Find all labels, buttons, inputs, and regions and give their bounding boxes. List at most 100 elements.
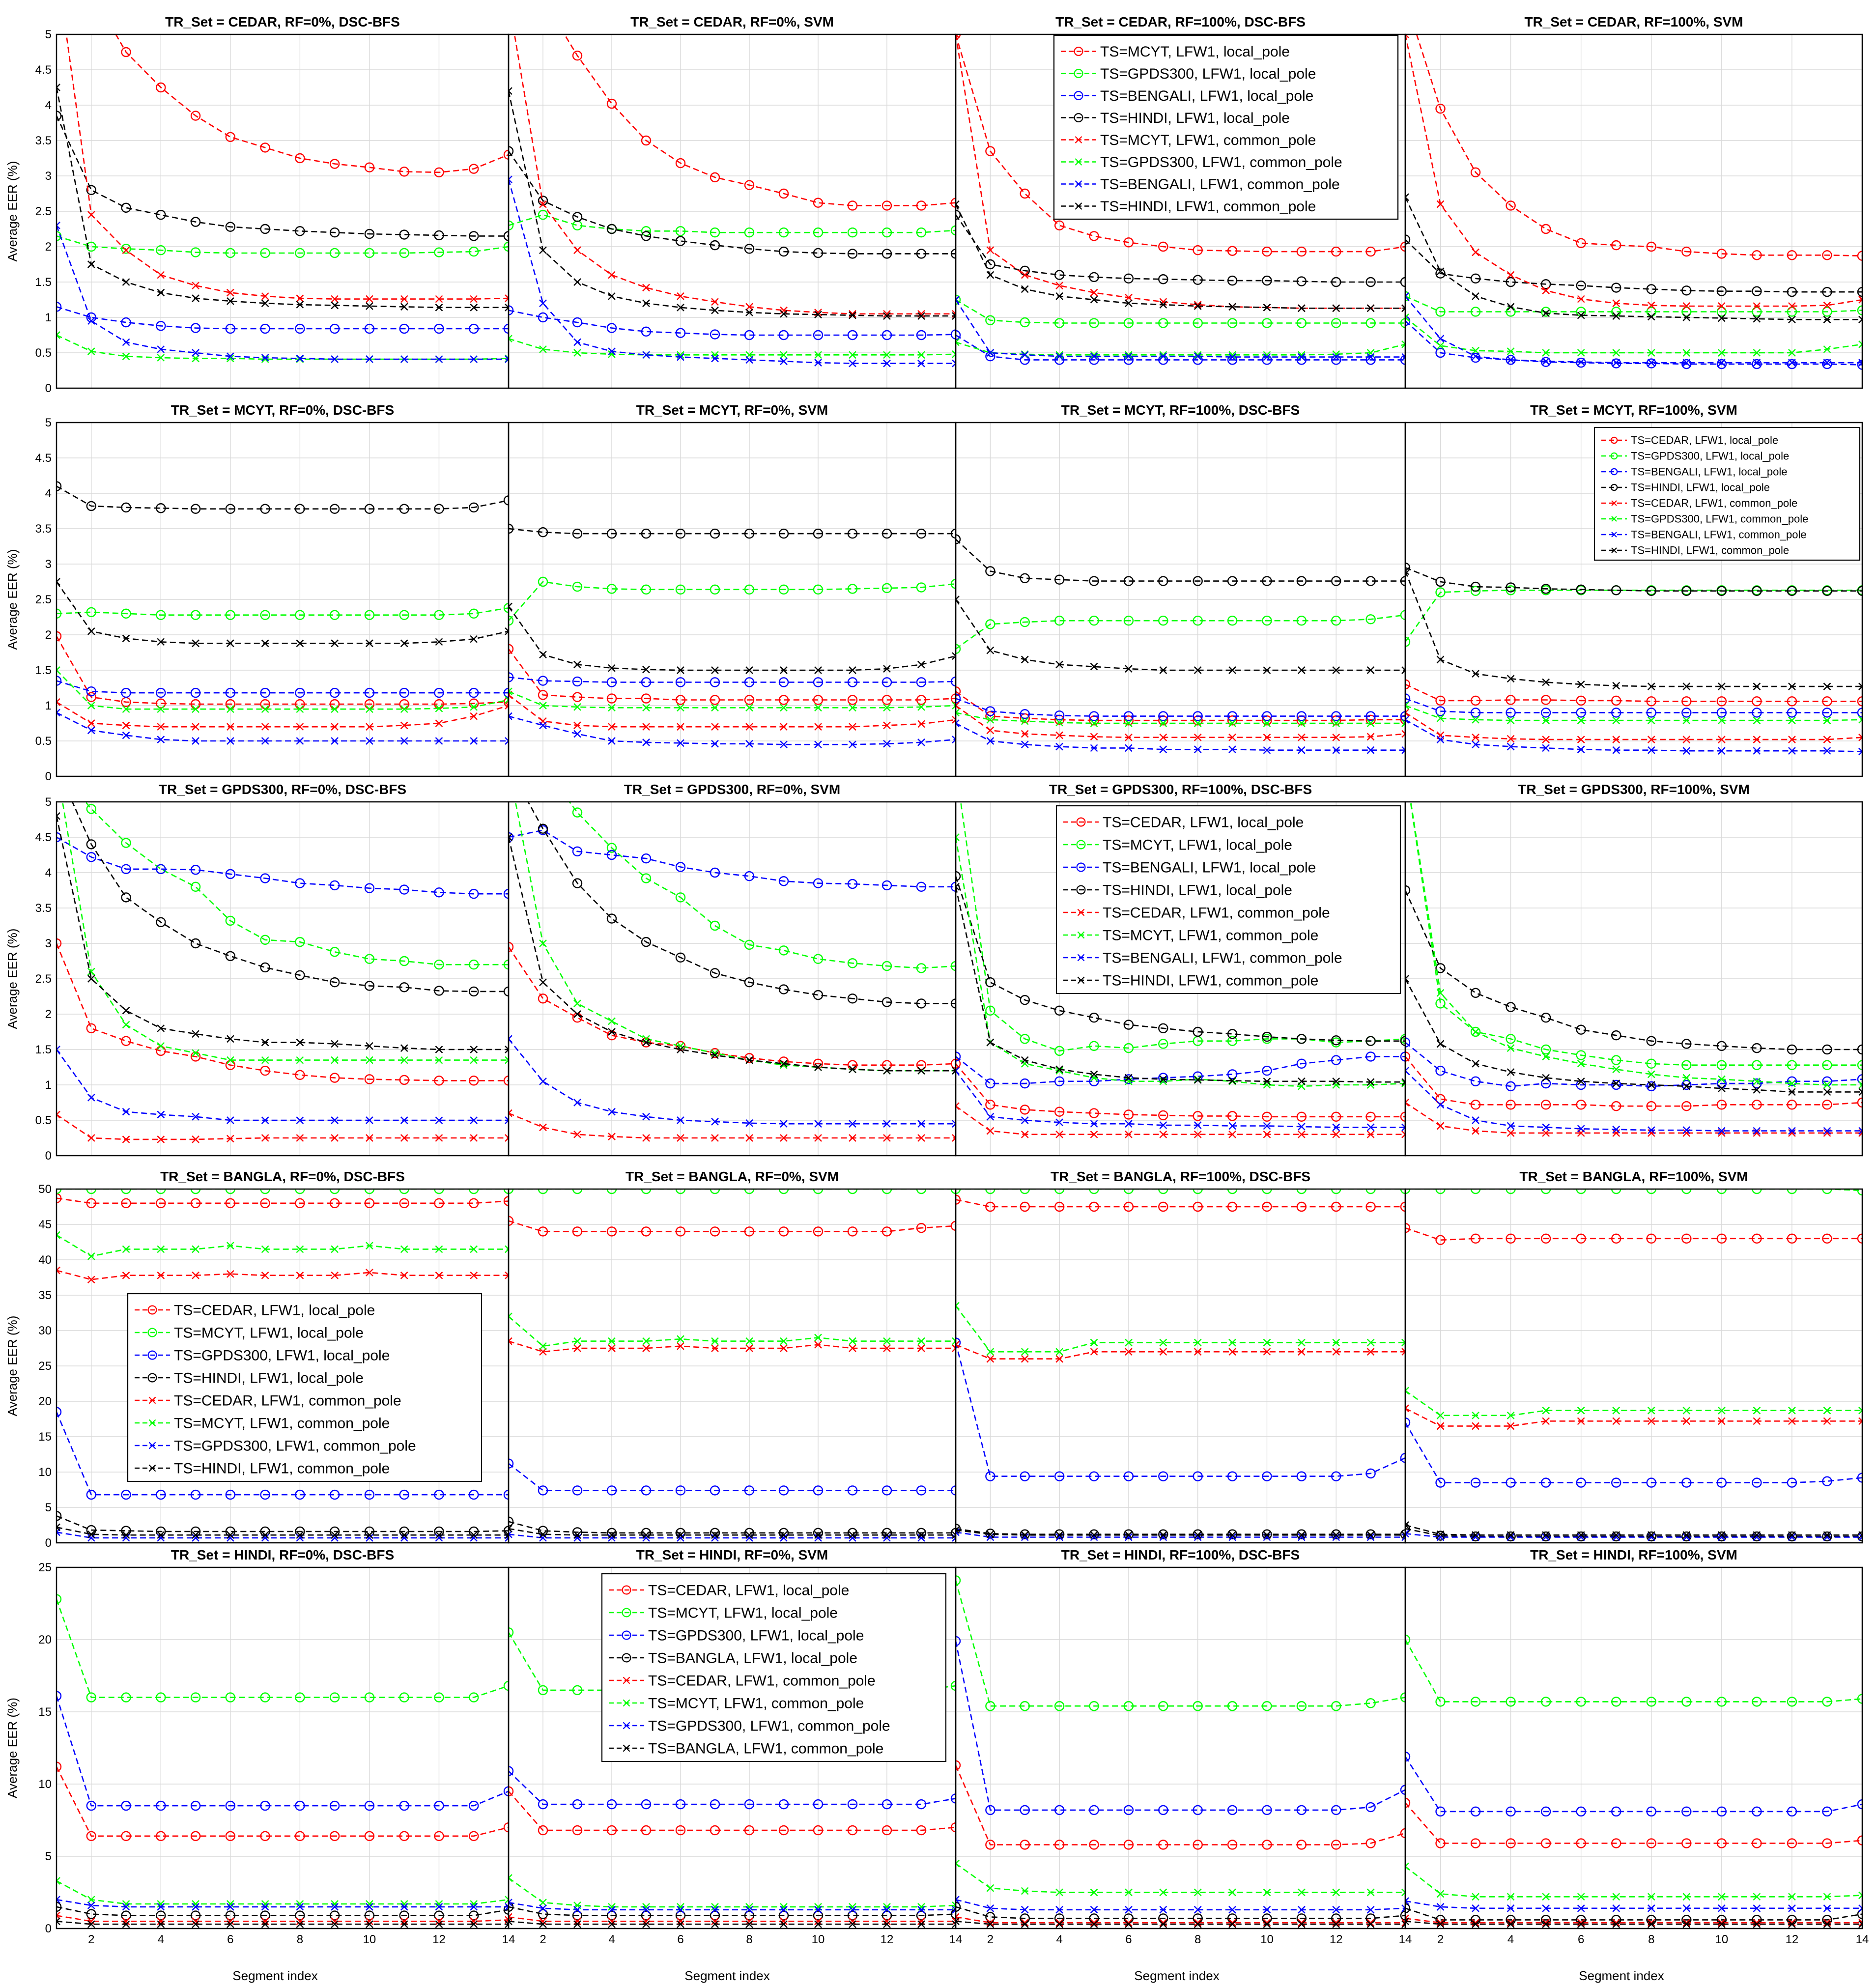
panel-series	[956, 1575, 1405, 1929]
data-point	[573, 349, 581, 357]
data-point	[745, 1056, 753, 1064]
data-point	[87, 1530, 95, 1538]
data-point	[1125, 1077, 1133, 1085]
legend-marker	[622, 1630, 631, 1640]
data-point	[505, 1896, 509, 1904]
data-point	[1435, 1838, 1446, 1848]
data-point	[813, 198, 824, 208]
data-point	[434, 230, 444, 241]
data-point	[572, 1910, 583, 1921]
series-line	[956, 1580, 1405, 1707]
data-point	[57, 111, 62, 121]
series-line	[57, 1880, 509, 1905]
data-point	[1647, 359, 1655, 367]
data-point	[1055, 352, 1063, 361]
data-point	[1857, 360, 1862, 370]
data-point	[675, 1910, 686, 1921]
data-point	[711, 1118, 719, 1126]
data-point	[917, 351, 925, 359]
y-tick-label: 45	[38, 1218, 52, 1231]
data-point	[505, 1046, 509, 1053]
data-point	[642, 1134, 650, 1142]
series-line	[509, 946, 956, 1066]
data-point	[986, 1348, 995, 1356]
data-point	[86, 185, 96, 195]
data-point	[538, 576, 548, 587]
panel-series	[1405, 802, 1862, 1137]
data-point	[986, 1530, 995, 1538]
data-point	[1089, 1108, 1099, 1118]
data-point	[1401, 1079, 1405, 1087]
data-point	[225, 610, 236, 620]
series-line	[956, 1305, 1405, 1353]
data-point	[503, 603, 509, 613]
data-point	[1647, 1531, 1655, 1539]
y-tick-label: 40	[38, 1253, 52, 1267]
y-tick-label: 5	[45, 416, 52, 429]
data-point	[1506, 303, 1515, 311]
data-point	[572, 1825, 583, 1836]
data-point	[917, 1067, 925, 1075]
y-tick-label: 3.5	[35, 902, 52, 915]
legend-entry: TS=BANGLA, LFW1, common_pole	[648, 1741, 883, 1757]
data-point	[1055, 731, 1063, 739]
data-point	[780, 1920, 788, 1929]
data-point	[1159, 352, 1167, 361]
data-point	[710, 528, 720, 539]
data-point	[1576, 238, 1586, 248]
data-point	[1470, 695, 1481, 706]
data-point	[192, 294, 199, 302]
data-point	[985, 711, 995, 721]
series-line	[956, 34, 1405, 253]
data-point	[642, 1337, 650, 1345]
panel-11: TR_Set = GPDS300, RF=100%, DSC-BFSTS=CED…	[955, 782, 1406, 1157]
data-point	[778, 945, 789, 956]
data-point	[505, 1056, 509, 1064]
data-point	[505, 702, 509, 709]
data-point	[956, 1058, 961, 1069]
data-point	[157, 1110, 165, 1119]
data-point	[1752, 586, 1762, 596]
series-line	[1405, 1756, 1862, 1813]
data-point	[1681, 696, 1692, 707]
data-point	[1716, 1697, 1727, 1707]
data-point	[331, 1116, 339, 1124]
data-point	[1405, 1051, 1411, 1062]
data-point	[364, 228, 375, 239]
data-point	[1787, 1697, 1797, 1707]
data-point	[744, 1226, 755, 1237]
data-point	[1506, 675, 1515, 683]
data-point	[1611, 1233, 1621, 1244]
data-point	[296, 1134, 304, 1142]
data-point	[509, 1035, 512, 1043]
data-point	[1159, 1919, 1167, 1927]
data-point	[157, 1531, 165, 1539]
data-point	[1365, 1838, 1376, 1848]
data-point	[1682, 1406, 1691, 1415]
data-point	[1263, 303, 1271, 312]
data-point	[1576, 1050, 1586, 1060]
data-point	[295, 1910, 305, 1921]
data-point	[539, 702, 547, 709]
x-tick-label: 6	[1125, 1933, 1132, 1946]
data-point	[364, 610, 375, 620]
data-point	[1472, 352, 1479, 361]
data-point	[1298, 1123, 1306, 1131]
series-line	[1405, 1102, 1862, 1134]
data-point	[503, 1904, 509, 1915]
data-point	[1647, 1919, 1655, 1927]
data-point	[190, 247, 201, 257]
series-line	[956, 539, 1405, 582]
series-line	[57, 1270, 509, 1280]
data-point	[1506, 1422, 1515, 1430]
legend-box	[127, 1293, 483, 1482]
data-point	[539, 1534, 547, 1542]
data-point	[847, 249, 858, 259]
data-point	[434, 1526, 444, 1537]
data-point	[1263, 1338, 1271, 1347]
series-line	[57, 701, 509, 728]
data-point	[1611, 1838, 1621, 1848]
data-point	[1366, 1348, 1375, 1356]
data-point	[190, 687, 201, 698]
series-line	[956, 1344, 1405, 1360]
